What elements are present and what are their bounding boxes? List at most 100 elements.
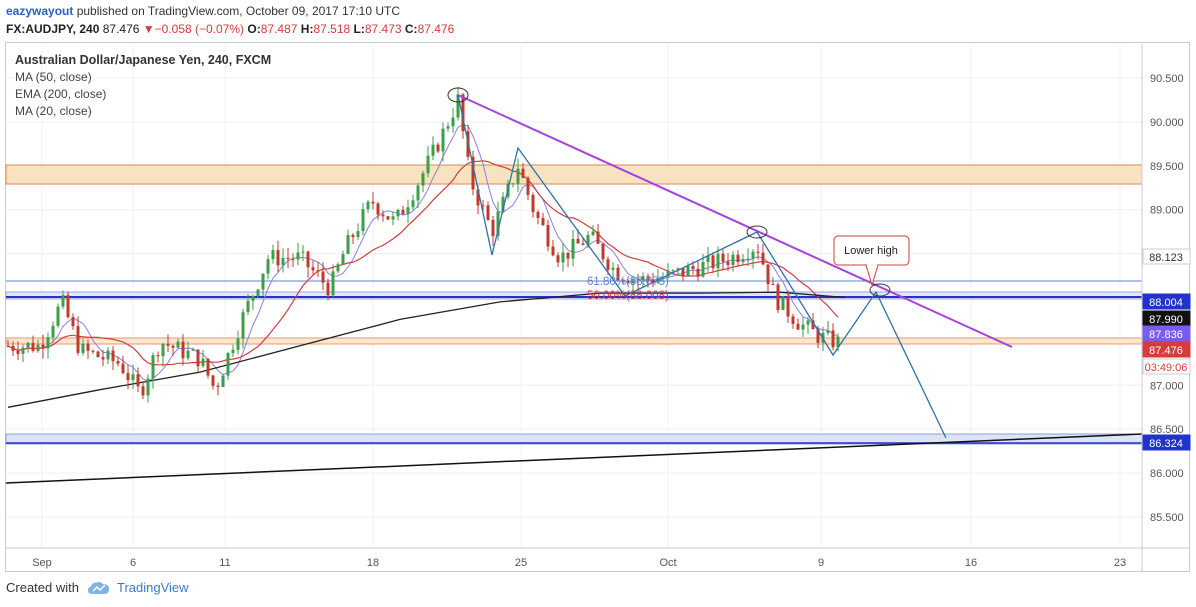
time-tick-label: 23 — [1114, 557, 1126, 569]
ohlc-line: FX:AUDJPY, 240 87.476 ▼−0.058 (−0.07%) O… — [6, 20, 454, 38]
candle-down — [541, 218, 545, 226]
candles — [6, 86, 840, 403]
candle-up — [236, 338, 240, 350]
high-value: 87.518 — [313, 22, 351, 36]
candle-down — [86, 343, 90, 351]
candle-down — [711, 255, 715, 269]
author-link[interactable]: eazywayout — [6, 4, 74, 18]
candle-up — [391, 216, 395, 220]
moving-averages — [7, 124, 846, 408]
candle-up — [701, 262, 705, 277]
legend-ma20[interactable]: MA (20, close) — [15, 104, 92, 118]
price-tick-label: 87.000 — [1150, 380, 1184, 392]
candle-down — [756, 251, 760, 253]
candle-down — [171, 345, 175, 348]
candle-down — [401, 209, 405, 215]
candle-down — [766, 264, 770, 285]
candle-down — [521, 168, 525, 178]
candle-up — [826, 330, 830, 333]
candle-up — [731, 254, 735, 265]
candle-up — [191, 349, 195, 351]
candle-down — [276, 250, 280, 266]
symbol-label: FX:AUDJPY, 240 — [6, 22, 100, 36]
price-tick-label: 90.500 — [1150, 73, 1184, 85]
candle-down — [566, 252, 570, 259]
candle-up — [281, 258, 285, 266]
pattern-path-1 — [457, 94, 947, 439]
candle-down — [141, 386, 145, 396]
candle-up — [456, 94, 460, 118]
candle-up — [301, 251, 305, 253]
lower-high-text: Lower high — [844, 245, 898, 257]
candle-up — [21, 347, 25, 354]
candle-down — [691, 265, 695, 269]
candle-up — [451, 117, 455, 127]
candle-down — [216, 385, 220, 387]
candle-up — [426, 155, 430, 174]
candle-up — [676, 268, 680, 271]
price-label-box — [1142, 358, 1191, 375]
candle-up — [61, 295, 65, 307]
candle-down — [471, 156, 475, 190]
candle-up — [561, 252, 565, 263]
tradingview-link[interactable]: TradingView — [116, 580, 189, 595]
time-axis: Sep 6 11 18 25 Oct 9 16 23 — [6, 547, 1190, 569]
candle-down — [66, 295, 70, 318]
candle-down — [721, 253, 725, 262]
candle-up — [296, 252, 300, 260]
candle-down — [786, 296, 790, 317]
candle-down — [606, 259, 610, 270]
open-label: O: — [247, 22, 261, 36]
price-label-box — [1142, 341, 1191, 358]
time-tick-label: 25 — [515, 557, 527, 569]
candle-down — [101, 357, 105, 360]
time-tick-label: 18 — [367, 557, 379, 569]
candle-down — [91, 350, 95, 352]
candle-up — [571, 238, 575, 259]
candle-down — [6, 345, 10, 347]
candle-down — [206, 358, 210, 376]
legend-ema200[interactable]: EMA (200, close) — [15, 87, 107, 101]
candle-down — [41, 344, 45, 349]
candle-up — [806, 320, 810, 325]
time-tick-label: 6 — [130, 557, 136, 569]
candle-down — [621, 280, 625, 282]
candle-down — [536, 212, 540, 219]
candle-down — [526, 177, 530, 195]
candle-down — [796, 323, 800, 330]
candle-up — [591, 231, 595, 235]
price-label-box — [1142, 293, 1191, 310]
candle-up — [151, 355, 155, 379]
price-label-text: 87.836 — [1149, 329, 1183, 341]
candle-down — [311, 267, 315, 271]
candle-down — [681, 268, 685, 276]
legend-ma50[interactable]: MA (50, close) — [15, 70, 92, 84]
candle-down — [321, 271, 325, 283]
candle-down — [126, 373, 130, 381]
candle-up — [666, 270, 670, 277]
candle-up — [716, 253, 720, 269]
candle-down — [551, 246, 555, 256]
candle-up — [221, 375, 225, 387]
candle-up — [51, 325, 55, 338]
open-value: 87.487 — [260, 22, 298, 36]
candle-down — [531, 194, 535, 213]
candle-down — [156, 355, 160, 357]
down-triangle-icon: ▼ — [142, 22, 155, 36]
candle-down — [326, 282, 330, 296]
fib-618-label: 61.80%(88.075) — [587, 276, 669, 288]
candle-down — [726, 261, 730, 265]
low-value: 87.473 — [364, 22, 402, 36]
price-label-text: 03:49:06 — [1145, 362, 1188, 374]
candle-down — [581, 243, 585, 245]
ema200-line — [7, 291, 846, 408]
support-zone-mid — [5, 337, 1143, 345]
candle-up — [411, 200, 415, 208]
ma50-line — [7, 160, 839, 366]
candle-down — [646, 276, 650, 280]
created-with-text: Created with — [6, 580, 79, 595]
candle-down — [76, 326, 80, 353]
price-tick-label: 86.500 — [1150, 424, 1184, 436]
candle-down — [461, 94, 465, 132]
